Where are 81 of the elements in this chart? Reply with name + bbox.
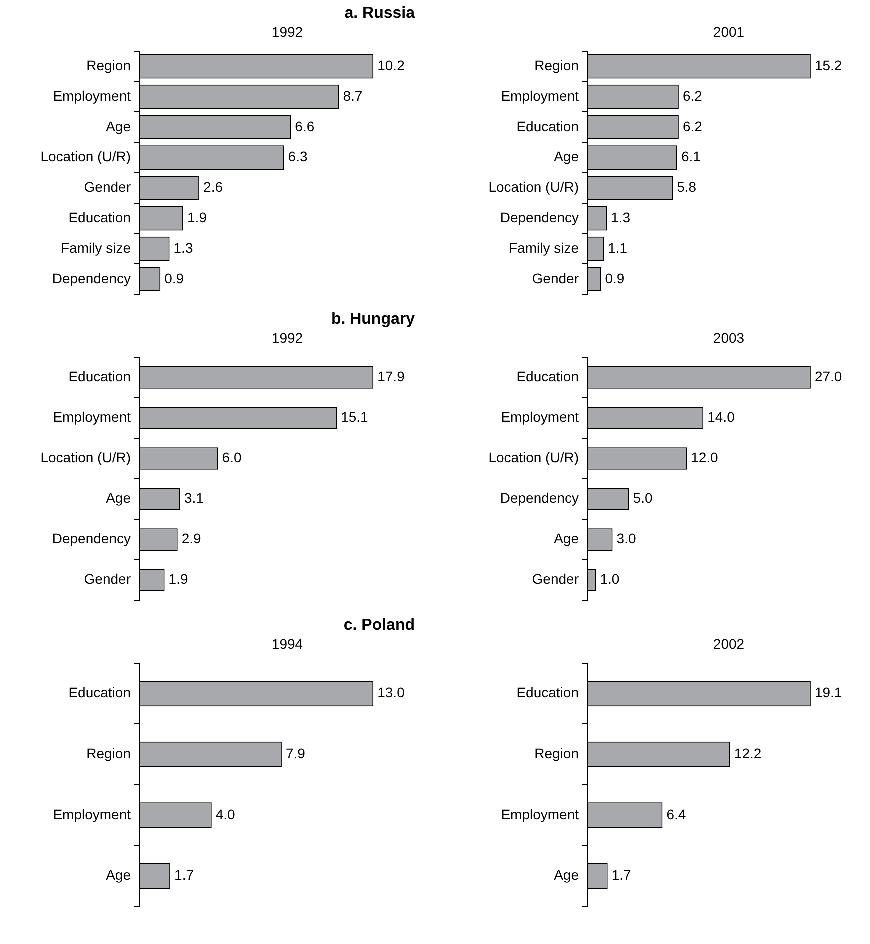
y-tick-label: Dependency	[52, 270, 131, 286]
y-tick-label: Location (U/R)	[488, 179, 579, 196]
data-label: 15.1	[341, 409, 369, 426]
y-tick-label: Education	[516, 118, 579, 134]
y-tick-label: Age	[106, 118, 132, 134]
y-tick-label: Employment	[53, 806, 132, 822]
data-label: 7.9	[286, 745, 306, 762]
data-label: 1.9	[168, 571, 188, 588]
data-label: 1.7	[174, 867, 194, 884]
chart-title: c. Poland	[342, 616, 415, 636]
data-label: 0.9	[164, 270, 184, 286]
chart-subtitle: 2001	[712, 24, 746, 40]
y-tick-label: Dependency	[500, 209, 579, 226]
chart-subtitle: 1994	[270, 636, 304, 652]
data-label: 27.0	[814, 368, 842, 385]
y-tick-label: Employment	[501, 806, 580, 822]
y-tick-label: Dependency	[52, 530, 131, 547]
data-label: 6.4	[666, 806, 686, 822]
y-tick-label: Family size	[60, 240, 132, 256]
y-tick-label: Age	[554, 148, 580, 165]
y-tick-label: Education	[68, 368, 131, 385]
y-tick-label: Employment	[53, 409, 132, 426]
data-label: 2.6	[204, 179, 224, 196]
y-tick-label: Region	[86, 745, 131, 762]
data-label: 6.0	[222, 450, 242, 466]
y-tick-label: Gender	[532, 571, 580, 588]
data-label: 6.3	[288, 148, 308, 165]
y-tick-label: Education	[516, 684, 579, 701]
y-tick-label: Region	[534, 745, 579, 762]
data-label: 1.3	[611, 209, 631, 226]
data-label: 10.2	[378, 57, 406, 74]
y-tick-label: Employment	[501, 409, 580, 426]
y-tick-label: Region	[86, 57, 131, 74]
chart-subtitle: 2002	[712, 636, 746, 652]
data-label: 3.1	[184, 490, 204, 506]
y-tick-label: Region	[534, 57, 579, 74]
chart-subtitle: 1992	[270, 24, 304, 40]
data-label: 13.0	[378, 684, 406, 701]
data-label: 19.1	[814, 684, 842, 701]
data-label: 17.9	[378, 368, 406, 385]
y-tick-label: Location (U/R)	[488, 450, 579, 466]
y-tick-label: Age	[554, 530, 580, 547]
y-tick-label: Location (U/R)	[40, 148, 131, 165]
y-tick-label: Age	[106, 867, 132, 884]
data-label: 8.7	[343, 88, 363, 104]
chart-subtitle: 1992	[270, 330, 304, 346]
data-label: 1.7	[612, 867, 632, 884]
y-tick-label: Employment	[501, 88, 580, 104]
chart-title: a. Russia	[344, 4, 415, 24]
data-label: 3.0	[616, 530, 636, 547]
data-label: 1.1	[608, 240, 628, 256]
y-tick-label: Family size	[508, 240, 580, 256]
data-label: 12.2	[734, 745, 762, 762]
data-label: 15.2	[814, 57, 842, 74]
y-tick-label: Gender	[84, 179, 132, 196]
data-label: 6.6	[295, 118, 315, 134]
data-label: 4.0	[216, 806, 236, 822]
data-label: 5.8	[677, 179, 697, 196]
y-tick-label: Age	[106, 490, 132, 506]
data-label: 5.0	[633, 490, 653, 506]
data-label: 1.9	[188, 209, 208, 226]
data-label: 6.2	[682, 88, 703, 104]
y-tick-label: Education	[68, 209, 131, 226]
y-tick-label: Education	[68, 684, 131, 701]
y-tick-label: Age	[554, 867, 580, 884]
data-label: 6.2	[682, 118, 703, 134]
y-tick-label: Employment	[53, 88, 132, 104]
y-tick-label: Gender	[532, 270, 580, 286]
y-tick-label: Location (U/R)	[40, 450, 131, 466]
data-label: 14.0	[708, 409, 736, 426]
chart-title: b. Hungary	[330, 310, 415, 330]
y-tick-label: Gender	[84, 571, 132, 588]
y-tick-label: Education	[516, 368, 579, 385]
data-label: 12.0	[691, 450, 719, 466]
chart-subtitle: 2003	[712, 330, 746, 346]
data-label: 1.3	[174, 240, 194, 256]
data-label: 0.9	[605, 270, 625, 286]
data-label: 2.9	[182, 530, 202, 547]
data-label: 6.1	[681, 148, 702, 165]
y-tick-label: Dependency	[500, 490, 579, 506]
data-label: 1.0	[600, 571, 620, 588]
